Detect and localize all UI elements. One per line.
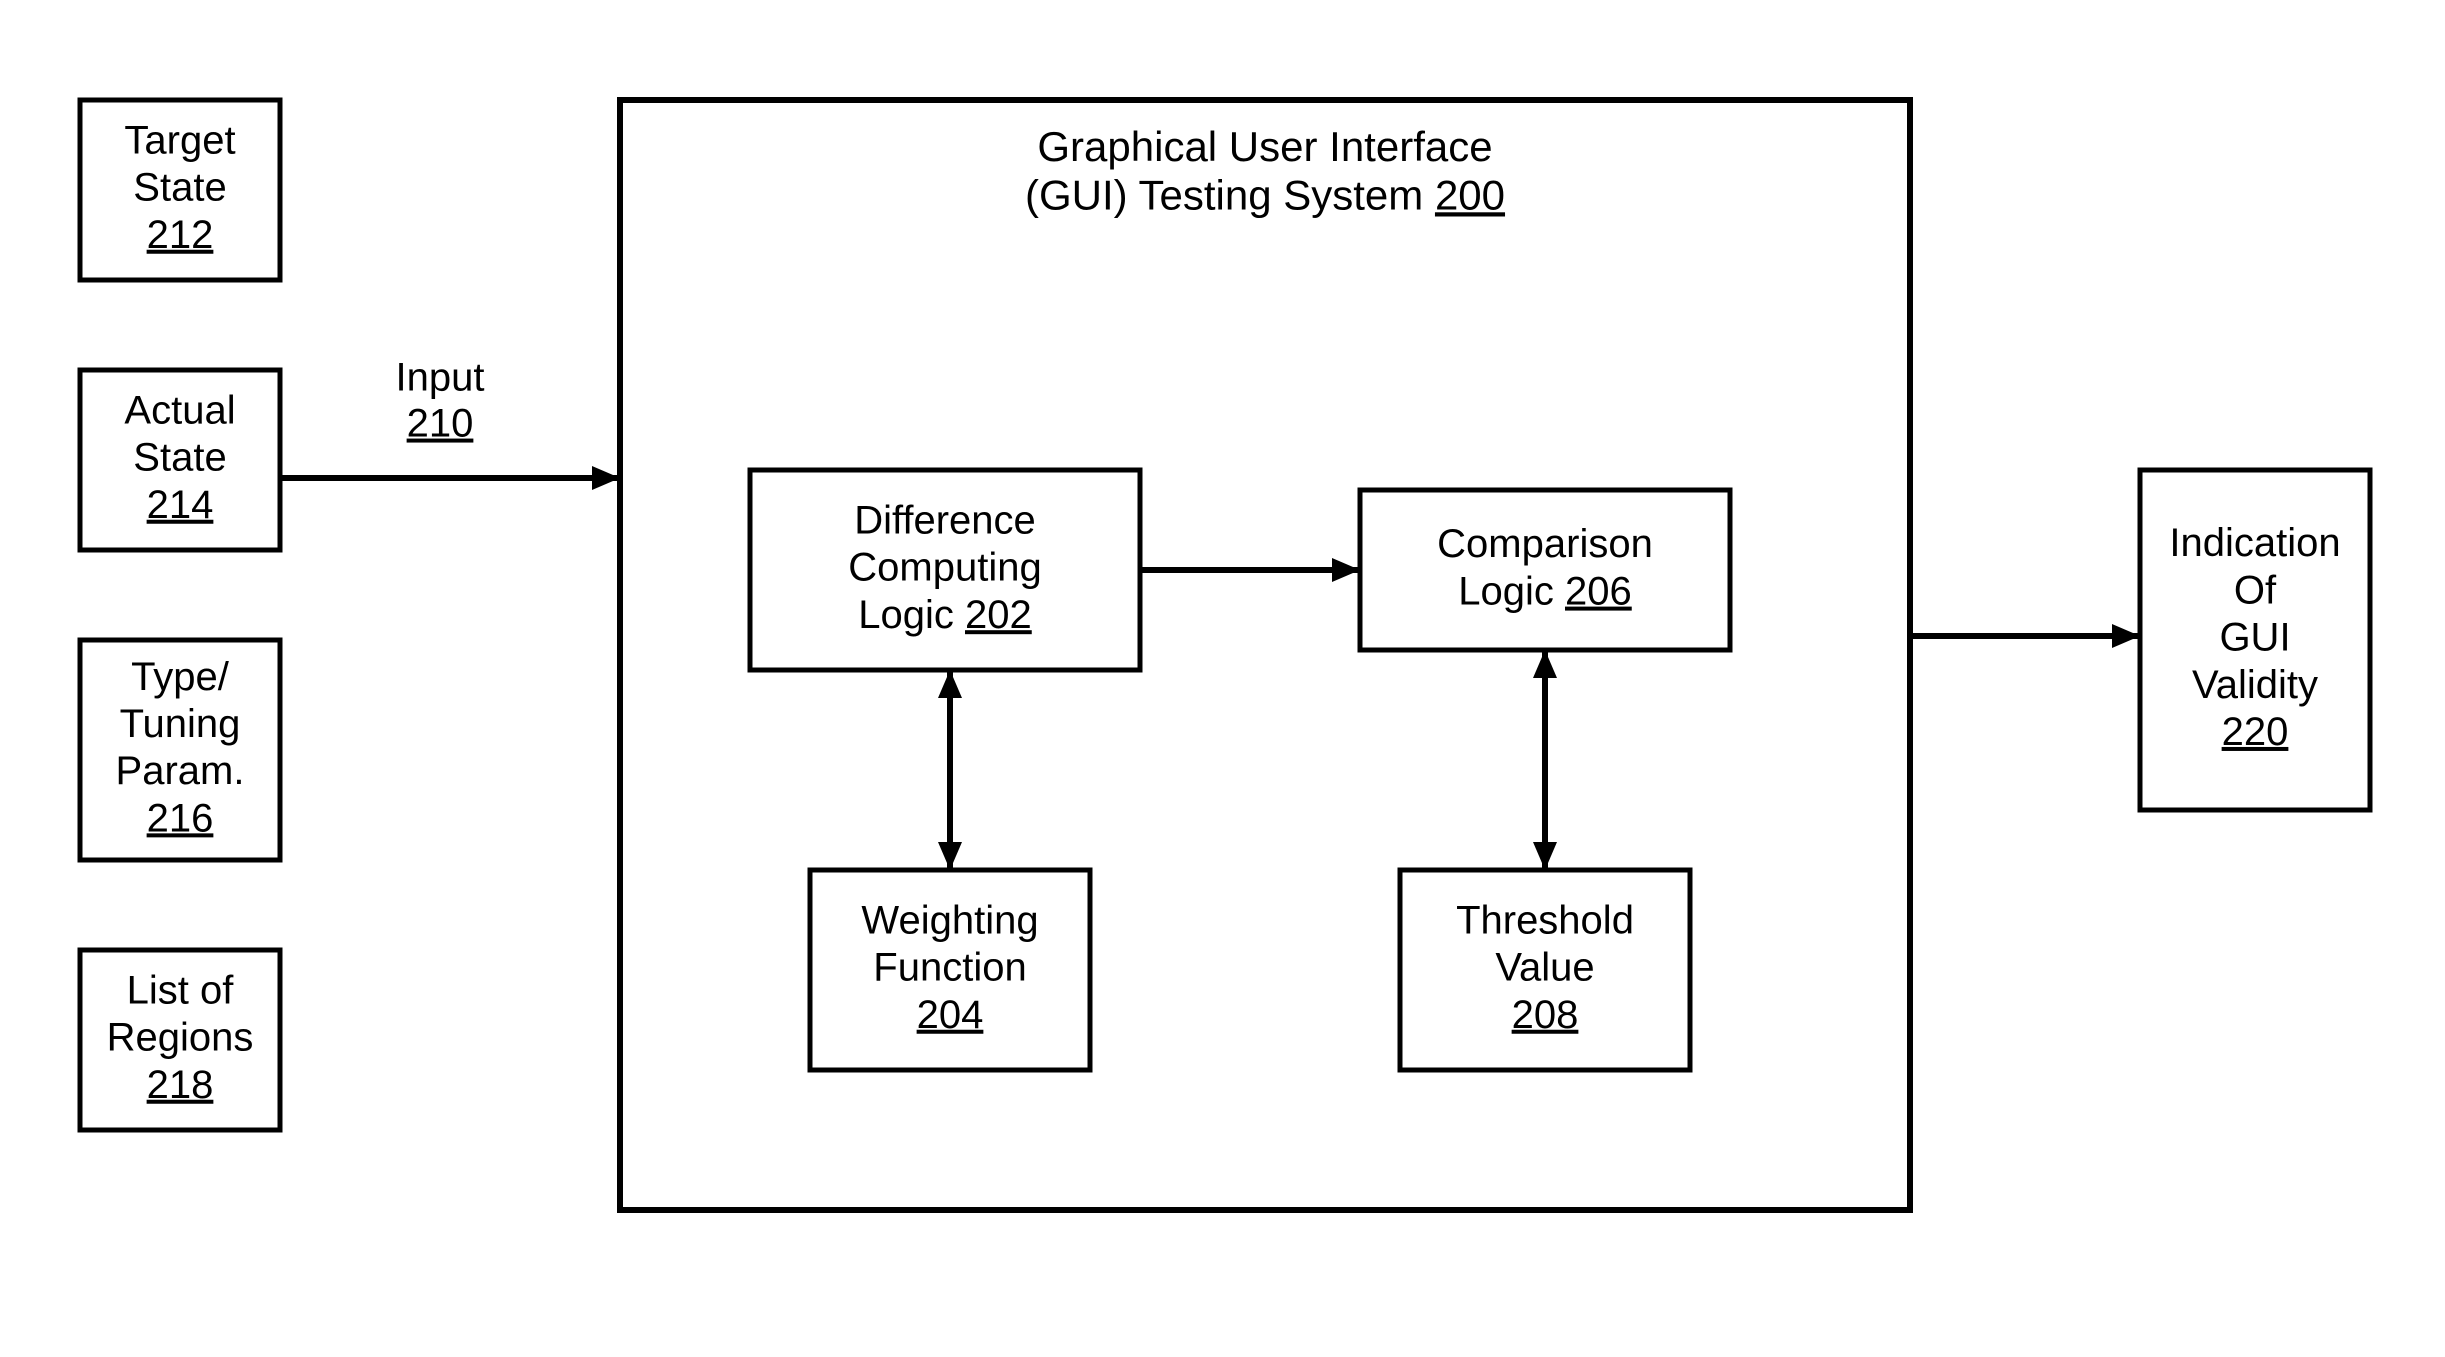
node-list-regions-label: Regions (107, 1016, 254, 1060)
svg-text:Computing: Computing (848, 546, 1041, 590)
node-indication: IndicationOfGUIValidity220 (2140, 470, 2370, 810)
svg-text:Logic 202: Logic 202 (858, 593, 1032, 637)
node-indication-label: Indication (2169, 521, 2340, 565)
system-title-2: (GUI) Testing System 200 (1025, 171, 1505, 218)
node-tuning-param-label: Tuning (120, 702, 241, 746)
node-weighting-label: Weighting (861, 898, 1038, 942)
node-threshold-label: Threshold (1456, 898, 1634, 942)
svg-text:Comparison: Comparison (1437, 522, 1653, 566)
node-threshold-label: Value (1495, 946, 1594, 990)
node-weighting: WeightingFunction204 (810, 870, 1090, 1070)
node-list-regions-ref: 218 (147, 1063, 214, 1107)
node-target-state-label: Target (124, 118, 235, 162)
system-title-1: Graphical User Interface (1037, 123, 1492, 170)
node-weighting-label: Function (873, 946, 1026, 990)
node-comp-logic: ComparisonLogic 206 (1360, 490, 1730, 650)
input-label: Input (396, 356, 485, 400)
node-tuning-param-label: Type/ (131, 655, 230, 699)
node-indication-label: Of (2234, 568, 2277, 612)
node-actual-state-label: State (133, 436, 226, 480)
input-ref: 210 (407, 402, 474, 446)
node-tuning-param: Type/TuningParam.216 (80, 640, 280, 860)
node-actual-state-label: Actual (124, 388, 235, 432)
node-weighting-ref: 204 (917, 993, 984, 1037)
node-target-state-label: State (133, 166, 226, 210)
node-target-state-ref: 212 (147, 213, 214, 257)
node-indication-label: Validity (2192, 663, 2318, 707)
node-actual-state: ActualState214 (80, 370, 280, 550)
svg-text:Difference: Difference (854, 498, 1036, 542)
node-list-regions: List ofRegions218 (80, 950, 280, 1130)
node-tuning-param-ref: 216 (147, 796, 214, 840)
node-indication-ref: 220 (2222, 710, 2289, 754)
node-actual-state-ref: 214 (147, 483, 214, 527)
node-diff-logic: DifferenceComputingLogic 202 (750, 470, 1140, 670)
node-list-regions-label: List of (127, 968, 235, 1012)
node-indication-label: GUI (2219, 616, 2290, 660)
node-threshold: ThresholdValue208 (1400, 870, 1690, 1070)
node-tuning-param-label: Param. (116, 749, 245, 793)
svg-text:Logic 206: Logic 206 (1458, 569, 1632, 613)
node-target-state: TargetState212 (80, 100, 280, 280)
node-threshold-ref: 208 (1512, 993, 1579, 1037)
